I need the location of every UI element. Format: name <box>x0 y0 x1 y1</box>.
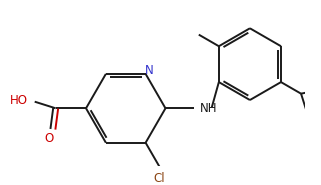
Text: Cl: Cl <box>153 172 165 185</box>
Text: HO: HO <box>10 94 28 107</box>
Text: NH: NH <box>200 102 217 115</box>
Text: N: N <box>144 64 153 77</box>
Text: O: O <box>44 132 54 145</box>
